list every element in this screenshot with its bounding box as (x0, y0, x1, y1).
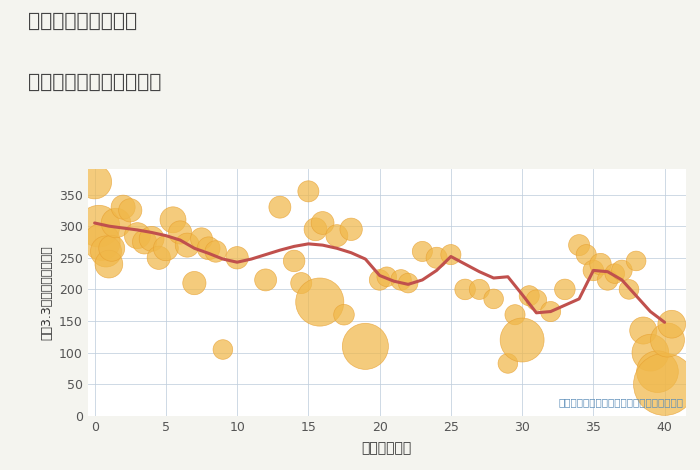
Point (662, 336, 673, 344)
Point (488, 295, 499, 303)
Point (331, 232, 342, 239)
Point (416, 248, 428, 255)
Point (531, 297, 542, 304)
Point (581, 251, 592, 258)
Point (189, 279, 200, 287)
Point (517, 336, 528, 344)
Point (160, 244, 172, 252)
Point (638, 327, 649, 334)
Point (402, 279, 414, 287)
Text: 円の大きさは、取引のあった物件面積を示す: 円の大きさは、取引のあった物件面積を示す (558, 397, 683, 407)
Point (210, 248, 221, 255)
Point (196, 235, 207, 243)
Point (631, 257, 642, 265)
Point (295, 279, 307, 287)
Point (104, 260, 115, 268)
Point (174, 229, 186, 236)
Point (260, 276, 271, 284)
Point (118, 204, 129, 211)
Point (524, 292, 535, 299)
Point (182, 242, 193, 249)
Text: 築年数別中古戸建て価格: 築年数別中古戸建て価格 (28, 73, 162, 92)
X-axis label: 築年数（年）: 築年数（年） (362, 441, 412, 455)
Point (274, 204, 286, 211)
Point (100, 248, 111, 255)
Point (595, 260, 606, 268)
Point (474, 286, 485, 293)
Point (510, 311, 521, 319)
Point (89, 178, 100, 186)
Point (445, 251, 456, 258)
Point (645, 349, 656, 356)
Point (125, 207, 136, 214)
Point (346, 226, 357, 233)
Y-axis label: 坪（3.3㎡）単価（万円）: 坪（3.3㎡）単価（万円） (40, 245, 53, 340)
Point (459, 286, 470, 293)
Point (395, 276, 407, 284)
Point (381, 273, 392, 281)
Point (624, 286, 635, 293)
Point (602, 276, 613, 284)
Point (588, 266, 599, 274)
Point (652, 368, 663, 376)
Point (503, 360, 514, 367)
Point (431, 254, 442, 261)
Point (609, 270, 620, 277)
Point (616, 266, 627, 274)
Point (559, 286, 570, 293)
Point (132, 232, 143, 239)
Point (217, 346, 228, 353)
Point (317, 219, 328, 227)
Point (573, 242, 584, 249)
Point (167, 216, 178, 224)
Point (666, 321, 678, 328)
Point (288, 257, 300, 265)
Point (303, 188, 314, 195)
Point (314, 298, 326, 306)
Point (374, 276, 385, 284)
Point (659, 381, 670, 388)
Point (146, 235, 158, 243)
Point (106, 244, 118, 252)
Point (360, 343, 371, 350)
Point (153, 254, 164, 261)
Point (111, 219, 122, 227)
Point (338, 311, 349, 319)
Point (232, 254, 243, 261)
Point (93, 222, 104, 230)
Text: 東京都杉並区上荻の: 東京都杉並区上荻の (28, 12, 137, 31)
Point (545, 308, 557, 315)
Point (310, 226, 321, 233)
Point (139, 238, 150, 246)
Point (203, 244, 214, 252)
Point (96, 238, 107, 246)
